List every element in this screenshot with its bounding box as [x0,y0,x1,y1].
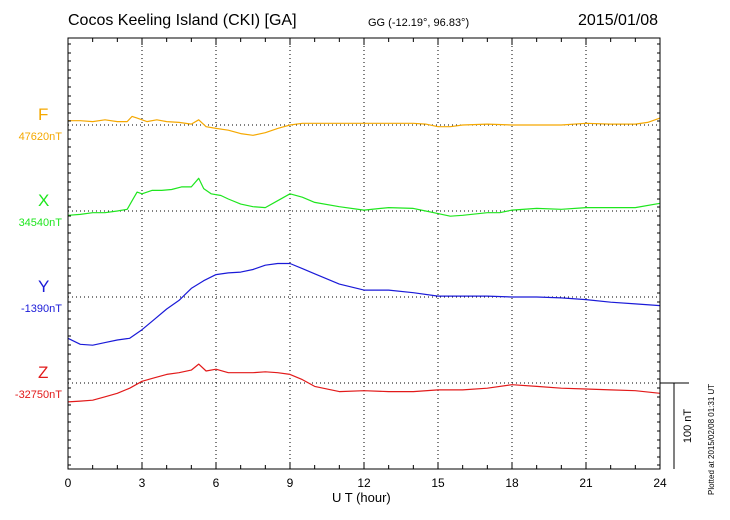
series-line-z [67,363,661,403]
component-baseline-f: 47620nT [18,131,62,143]
series-layer [67,115,661,403]
component-label-f: F [38,105,49,124]
axis-layer: 0 3 6 9 12 15 18 21 24 [65,37,667,490]
series-line-x [67,177,661,217]
component-label-z: Z [38,363,49,382]
station-coordinates: GG (-12.19°, 96.83°) [368,17,470,29]
component-baseline-y: -1390nT [21,303,62,315]
grid-layer [68,38,660,469]
x-tick-label: 3 [139,476,146,490]
station-title: Cocos Keeling Island (CKI) [GA] [68,12,297,29]
x-tick-label: 21 [579,476,593,490]
x-tick-label: 12 [357,476,371,490]
x-tick-label: 24 [653,476,667,490]
scale-bar: 100 nT [660,382,694,469]
plotted-timestamp: Plotted at 2015/02/08 01:31 UT [707,383,716,495]
component-baseline-x: 34540nT [18,217,62,229]
scale-bar-label: 100 nT [682,409,694,444]
x-tick-label: 6 [213,476,220,490]
x-tick-label: 9 [287,476,294,490]
x-tick-label: 0 [65,476,72,490]
component-baseline-z: -32750nT [14,389,62,401]
component-label-x: X [38,191,50,210]
series-line-y [67,262,661,346]
component-label-y: Y [38,277,50,296]
series-line-f [68,115,661,136]
x-tick-label: 15 [431,476,445,490]
x-axis-label: U T (hour) [332,490,391,505]
plot-date: 2015/01/08 [578,12,659,29]
x-tick-label: 18 [505,476,519,490]
